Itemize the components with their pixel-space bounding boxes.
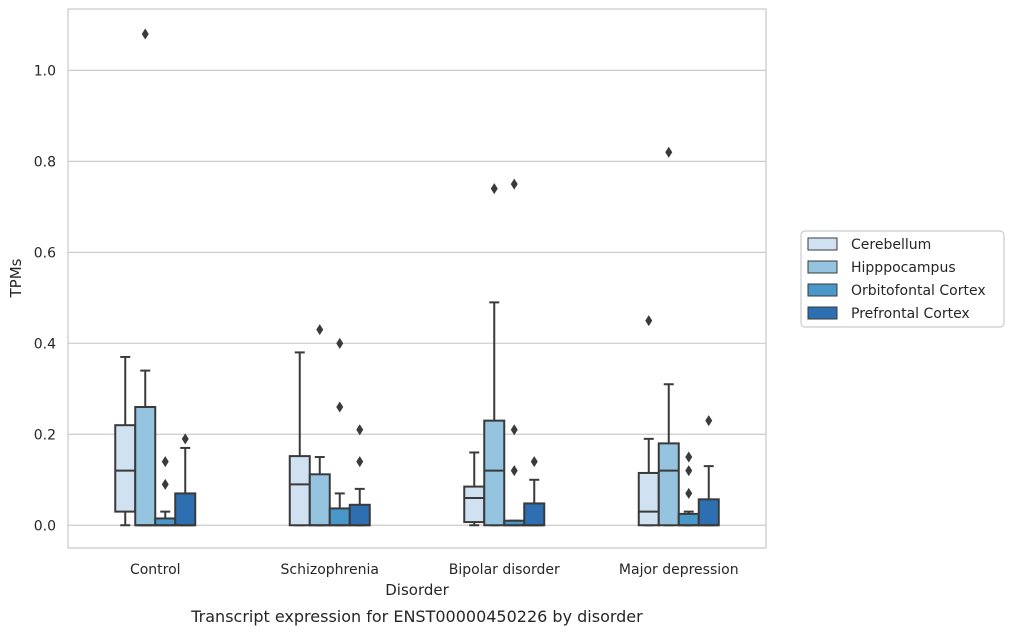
y-axis-label: TPMs [7, 258, 25, 298]
box-body [483, 419, 506, 527]
legend-label: Orbitofontal Cortex [851, 283, 986, 299]
outlier-point [336, 337, 344, 349]
outlier-point [685, 487, 693, 499]
box [637, 315, 660, 527]
outlier-point [510, 465, 518, 477]
box-body [657, 442, 680, 527]
y-tick-label: 0.2 [34, 427, 56, 443]
legend-label: Prefrontal Cortex [851, 306, 970, 322]
outlier-point [356, 424, 364, 436]
box-body [328, 507, 351, 527]
x-tick-label: Bipolar disorder [449, 562, 560, 578]
y-tick-label: 0.8 [34, 154, 56, 170]
outlier-point [336, 401, 344, 413]
outlier-point [510, 178, 518, 190]
box-body [308, 473, 331, 527]
legend: Cerebellum Hipppocampus Orbitofontal Corte… [800, 230, 1005, 328]
x-tick-label: Major depression [619, 562, 739, 578]
box-body [174, 492, 197, 527]
y-tick-label: 0.4 [34, 336, 56, 352]
outlier-point [685, 465, 693, 477]
box-body [677, 512, 700, 527]
outlier-point [356, 456, 364, 468]
legend-frame [800, 230, 1005, 328]
plot-frame [67, 8, 767, 549]
legend-swatch [807, 237, 838, 251]
box [677, 451, 700, 527]
outlier-point [685, 451, 693, 463]
y-tick-labels: 0.0 0.2 0.4 0.6 0.8 1.0 [34, 63, 56, 534]
box [288, 351, 311, 527]
outlier-point [316, 324, 324, 336]
x-tick-label: Schizophrenia [281, 562, 379, 578]
chart-caption: Transcript expression for ENST0000045022… [190, 607, 643, 626]
y-tick-label: 0.0 [34, 518, 56, 534]
y-tick-label: 1.0 [34, 63, 56, 79]
outlier-point [705, 415, 713, 427]
legend-label: Hipppocampus [851, 260, 956, 276]
legend-swatch [807, 260, 838, 274]
box [523, 456, 546, 527]
box [134, 28, 157, 527]
y-tick-label: 0.6 [34, 245, 56, 261]
outlier-point [665, 146, 673, 158]
box-body [154, 517, 177, 527]
box [697, 415, 720, 527]
box [463, 451, 486, 527]
legend-label: Cerebellum [851, 237, 931, 253]
box [348, 424, 371, 527]
box-body [463, 485, 486, 524]
outlier-point [490, 183, 498, 195]
box-groups [114, 28, 720, 527]
box-body [523, 502, 546, 527]
legend-swatch [807, 306, 838, 320]
box-body [288, 455, 311, 527]
box-body [697, 498, 720, 527]
x-tick-labels: Control Schizophrenia Bipolar disorder Majo… [130, 562, 739, 578]
box [483, 183, 506, 527]
x-tick-label: Control [130, 562, 181, 578]
outlier-point [510, 424, 518, 436]
box [657, 146, 680, 527]
box-body [114, 424, 137, 513]
x-axis-label: Disorder [385, 581, 449, 599]
outlier-point [161, 478, 169, 490]
box-body [134, 405, 157, 527]
outlier-point [181, 433, 189, 445]
outlier-point [645, 315, 653, 327]
legend-swatch [807, 283, 838, 297]
box [174, 433, 197, 527]
outlier-point [141, 28, 149, 40]
outlier-point [530, 456, 538, 468]
box [308, 324, 331, 527]
box-body [348, 503, 371, 527]
outlier-point [161, 456, 169, 468]
box-body [637, 471, 660, 527]
box [114, 355, 137, 527]
